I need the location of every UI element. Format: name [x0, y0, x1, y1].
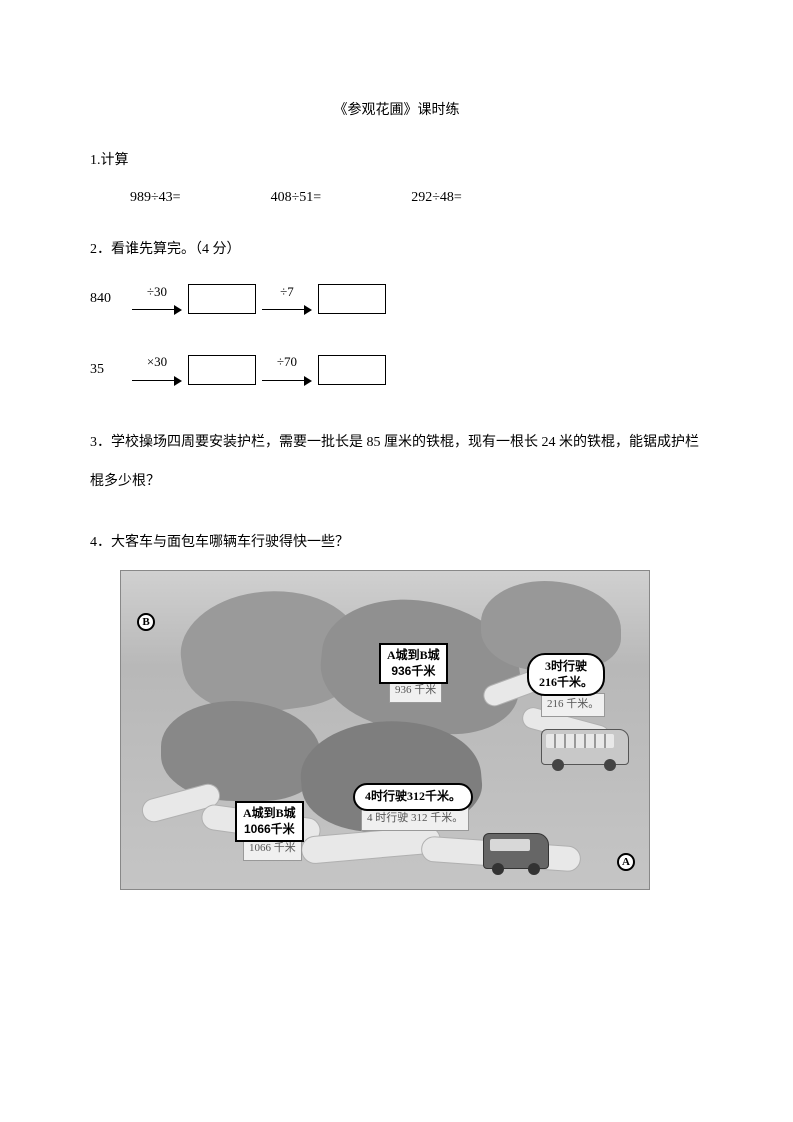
arrow-icon [262, 304, 312, 316]
answer-box [318, 355, 386, 385]
distance-label-1: A城到B城 936千米 [379, 643, 448, 684]
q1-problem-1: 989÷43= [130, 187, 181, 209]
bus-speech-bubble: 3时行驶 216千米。 [527, 653, 605, 696]
van-window [490, 839, 530, 851]
distance-label-2-line1: A城到B城 [243, 806, 296, 822]
city-marker-b: B [137, 613, 155, 631]
bus-sublabel: 216 千米。 [541, 693, 605, 717]
q2-flow-row-2: 35 ×30 ÷70 [90, 352, 703, 387]
arrow-icon [132, 304, 182, 316]
worksheet-title: 《参观花圃》课时练 [90, 100, 703, 122]
q1-problem-3: 292÷48= [411, 187, 462, 209]
van-icon [483, 833, 549, 869]
q2-row1-start: 840 [90, 288, 126, 310]
q2-row1-arrow2: ÷7 [262, 282, 312, 317]
bus-speech-line2: 216千米。 [539, 675, 593, 691]
q2-row1-op1: ÷30 [147, 282, 167, 303]
q2-flows: 840 ÷30 ÷7 35 ×30 ÷70 [90, 282, 703, 388]
q2-flow-row-1: 840 ÷30 ÷7 [90, 282, 703, 317]
bus-speech-line1: 3时行驶 [539, 659, 593, 675]
q1-problem-2: 408÷51= [271, 187, 322, 209]
question-4-heading: 4．大客车与面包车哪辆车行驶得快一些？ [90, 532, 703, 554]
map-illustration: B 936 千米 A城到B城 936千米 216 千米。 3时行驶 216千米。… [120, 570, 650, 890]
bus-icon [541, 729, 629, 765]
arrow-icon [262, 375, 312, 387]
q2-row1-arrow1: ÷30 [132, 282, 182, 317]
van-speech-bubble: 4时行驶312千米。 [353, 783, 473, 811]
q2-row2-arrow1: ×30 [132, 352, 182, 387]
terrain-shape [161, 701, 321, 801]
distance-label-1-line1: A城到B城 [387, 648, 440, 664]
distance-label-1-line2: 936千米 [387, 664, 440, 680]
answer-box [188, 355, 256, 385]
question-1: 1.计算 989÷43= 408÷51= 292÷48= [90, 150, 703, 209]
answer-box [318, 284, 386, 314]
q2-row2-start: 35 [90, 359, 126, 381]
answer-box [188, 284, 256, 314]
bus-windows [546, 734, 614, 748]
city-marker-a: A [617, 853, 635, 871]
distance-label-2: A城到B城 1066千米 [235, 801, 304, 842]
q2-row2-op2: ÷70 [277, 352, 297, 373]
q2-row2-arrow2: ÷70 [262, 352, 312, 387]
arrow-icon [132, 375, 182, 387]
distance-label-2-line2: 1066千米 [243, 822, 296, 838]
question-2: 2．看谁先算完。（4 分） 840 ÷30 ÷7 35 ×30 ÷70 [90, 239, 703, 387]
q1-problems: 989÷43= 408÷51= 292÷48= [90, 187, 703, 209]
q1-heading: 1.计算 [90, 150, 703, 172]
question-3: 3．学校操场四周要安装护栏，需要一批长是 85 厘米的铁棍，现有一根长 24 米… [90, 423, 703, 501]
q2-row2-op1: ×30 [147, 352, 167, 373]
q2-heading: 2．看谁先算完。（4 分） [90, 239, 703, 261]
q2-row1-op2: ÷7 [280, 282, 294, 303]
